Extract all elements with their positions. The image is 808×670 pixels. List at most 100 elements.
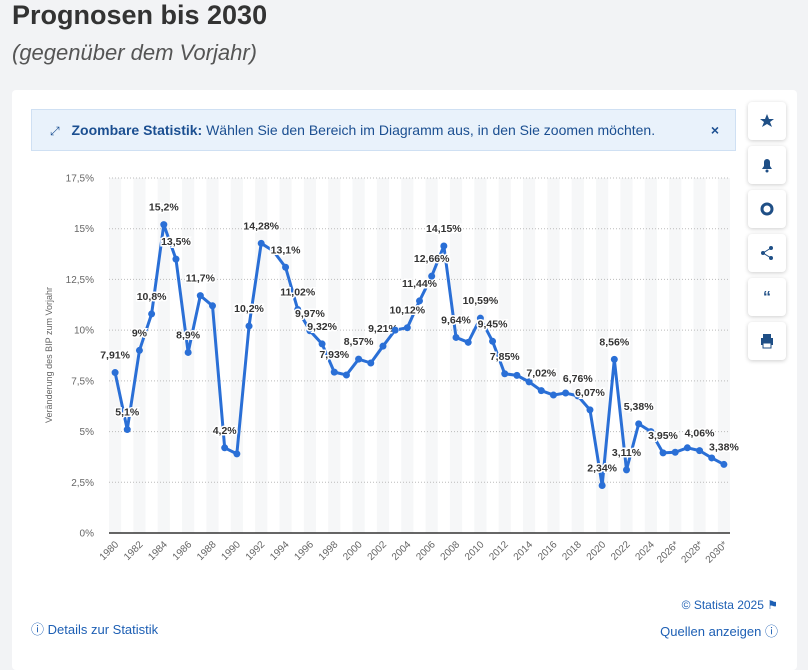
data-point <box>537 387 545 395</box>
x-tick-label: 2008 <box>439 539 463 563</box>
sources-link[interactable]: Quellen anzeigen ⓘ <box>660 624 778 639</box>
svg-text:“: “ <box>763 289 771 306</box>
column-stripe <box>571 178 584 533</box>
copyright-text: © Statista 2025 <box>681 598 764 612</box>
value-label: 12,66% <box>414 253 450 265</box>
data-point <box>464 338 472 346</box>
column-stripe <box>669 178 682 533</box>
y-tick-label: 12,5% <box>66 275 94 286</box>
value-label: 3,11% <box>612 447 642 459</box>
x-tick-label: 2024 <box>633 539 657 563</box>
data-point <box>647 428 655 436</box>
value-label: 9,21% <box>368 323 398 335</box>
value-label: 11,44% <box>402 278 438 290</box>
x-tick-label: 2004 <box>390 539 414 563</box>
value-label: 7,91% <box>100 350 130 362</box>
data-point <box>123 426 131 434</box>
print-button[interactable] <box>748 322 786 360</box>
x-tick-label: 2022 <box>609 539 633 563</box>
settings-button[interactable] <box>748 190 786 228</box>
data-point <box>501 370 509 378</box>
value-label: 8,56% <box>599 336 629 348</box>
column-stripe <box>523 178 536 533</box>
value-label: 11,7% <box>186 273 216 285</box>
value-label: 5,1% <box>115 407 140 419</box>
value-label: 9,32% <box>307 321 337 333</box>
column-stripe <box>644 178 657 533</box>
data-point <box>708 454 716 462</box>
x-tick-label: 2026* <box>655 539 681 565</box>
x-tick-label: 1998 <box>317 539 341 563</box>
data-point <box>598 482 606 490</box>
data-point <box>318 340 326 348</box>
value-label: 10,59% <box>463 295 499 307</box>
column-stripe <box>376 178 390 533</box>
x-tick-label: 1996 <box>293 539 317 563</box>
share-button[interactable] <box>748 234 786 272</box>
y-tick-label: 7,5% <box>71 376 94 387</box>
value-label: 13,1% <box>271 244 301 256</box>
favorite-button[interactable] <box>748 102 786 140</box>
data-point <box>428 272 436 280</box>
column-stripe <box>620 178 633 533</box>
y-tick-label: 5% <box>80 427 95 438</box>
value-label: 2,34% <box>587 463 617 475</box>
x-tick-label: 2000 <box>341 539 365 563</box>
data-point <box>111 369 119 377</box>
data-point <box>342 371 350 379</box>
x-tick-label: 2028* <box>679 539 705 565</box>
cite-button[interactable]: “ <box>748 278 786 316</box>
column-stripe <box>230 178 243 533</box>
x-tick-label: 2006 <box>414 539 438 563</box>
data-point <box>221 444 229 452</box>
value-label: 4,06% <box>685 428 715 440</box>
column-stripe <box>401 178 414 533</box>
value-label: 8,57% <box>344 336 374 348</box>
data-point <box>610 355 618 363</box>
zoom-icon: ⤢ <box>50 124 60 138</box>
column-stripe <box>547 178 560 533</box>
data-point <box>440 242 448 250</box>
y-tick-label: 10% <box>74 326 94 337</box>
x-tick-label: 2030* <box>704 539 730 565</box>
column-stripe <box>109 178 122 533</box>
value-label: 14,15% <box>426 223 462 235</box>
value-label: 3,38% <box>709 441 739 453</box>
data-point <box>549 391 557 399</box>
x-tick-label: 1994 <box>268 539 292 563</box>
data-point <box>452 333 460 341</box>
zoom-banner: ⤢ Zoombare Statistik: Wählen Sie den Ber… <box>31 109 736 151</box>
value-label: 6,07% <box>575 387 605 399</box>
data-point <box>172 255 180 263</box>
column-stripe <box>352 178 365 533</box>
data-point <box>683 444 691 452</box>
banner-label: Zoombare Statistik: <box>71 122 203 138</box>
notify-button[interactable] <box>748 146 786 184</box>
column-stripe <box>157 178 170 533</box>
value-label: 10,12% <box>390 305 426 317</box>
value-label: 7,85% <box>490 351 520 363</box>
column-stripe <box>449 178 463 533</box>
data-point <box>403 324 411 332</box>
data-point <box>574 392 582 400</box>
data-point <box>148 310 156 318</box>
page-subtitle: (gegenüber dem Vorjahr) <box>12 40 257 65</box>
value-label: 14,28% <box>243 220 279 232</box>
value-label: 15,2% <box>149 202 179 214</box>
y-tick-label: 15% <box>74 224 94 235</box>
value-label: 7,02% <box>526 368 556 380</box>
close-button[interactable]: × <box>710 122 719 138</box>
data-point <box>623 466 630 474</box>
data-point <box>379 342 387 350</box>
value-label: 9% <box>132 327 148 339</box>
y-tick-label: 0% <box>80 529 95 540</box>
value-label: 10,2% <box>234 303 264 315</box>
details-link[interactable]: ⓘ Details zur Statistik <box>31 622 159 637</box>
y-tick-label: 2,5% <box>71 478 94 489</box>
column-stripe <box>717 178 730 533</box>
value-label: 4,2% <box>213 425 238 437</box>
copyright[interactable]: © Statista 2025 ⚑ <box>681 598 778 612</box>
x-tick-label: 2002 <box>366 539 390 563</box>
column-stripe <box>693 178 706 533</box>
